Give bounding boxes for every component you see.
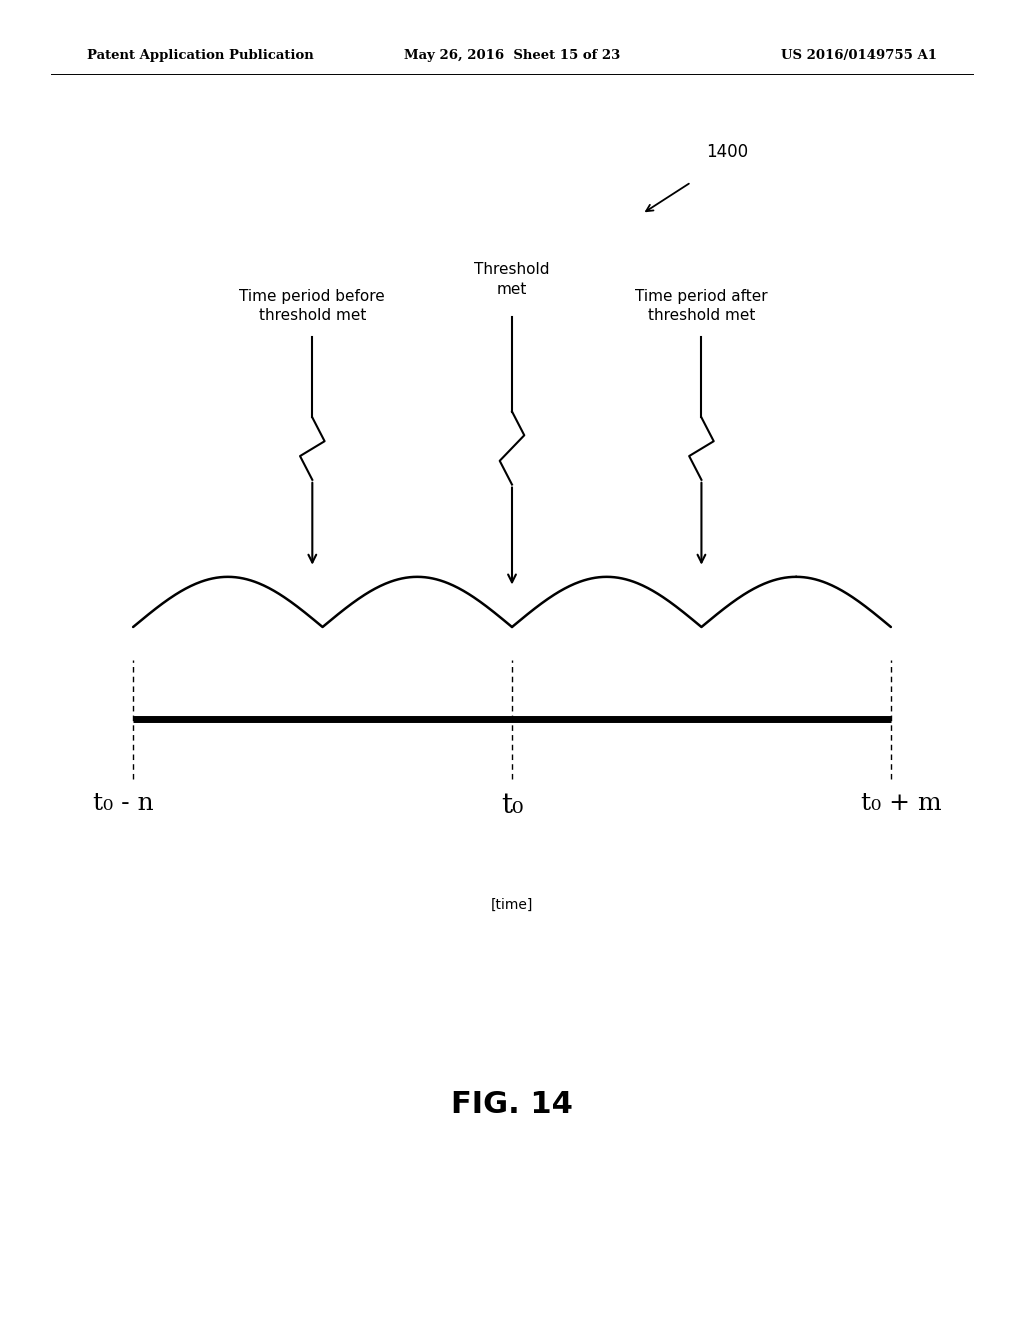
Text: FIG. 14: FIG. 14: [451, 1090, 573, 1119]
Text: US 2016/0149755 A1: US 2016/0149755 A1: [781, 49, 937, 62]
Text: [time]: [time]: [490, 898, 534, 912]
Text: 1400: 1400: [707, 143, 749, 161]
Text: Time period after
threshold met: Time period after threshold met: [635, 289, 768, 323]
Text: Patent Application Publication: Patent Application Publication: [87, 49, 313, 62]
Text: Threshold
met: Threshold met: [474, 263, 550, 297]
Text: t₀ + m: t₀ + m: [861, 792, 941, 814]
Text: Time period before
threshold met: Time period before threshold met: [240, 289, 385, 323]
Text: t₀ - n: t₀ - n: [92, 792, 154, 814]
Text: May 26, 2016  Sheet 15 of 23: May 26, 2016 Sheet 15 of 23: [403, 49, 621, 62]
Text: t₀: t₀: [501, 792, 523, 818]
